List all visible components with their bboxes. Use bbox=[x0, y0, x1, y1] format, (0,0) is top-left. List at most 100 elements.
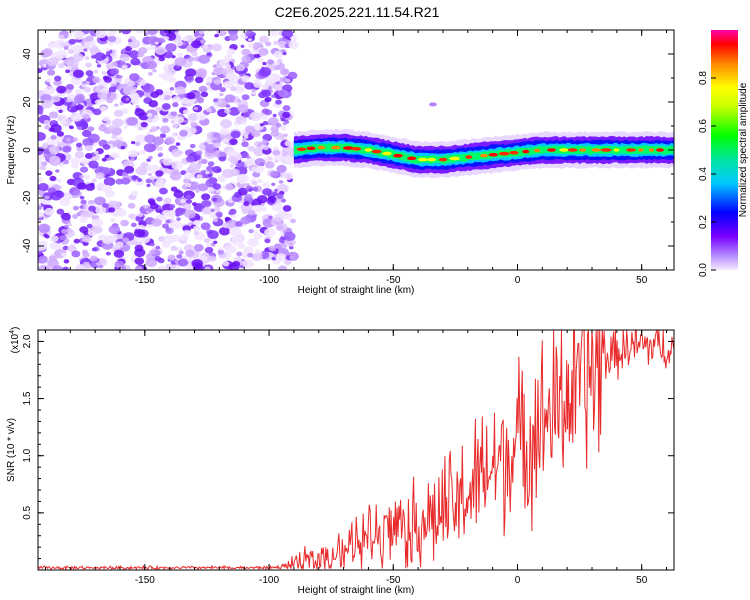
noise-blob bbox=[68, 38, 77, 45]
noise-blob bbox=[121, 177, 131, 185]
noise-blob bbox=[241, 120, 247, 125]
noise-blob bbox=[207, 161, 215, 167]
noise-blob bbox=[80, 158, 90, 166]
noise-blob bbox=[249, 238, 257, 244]
ridge-hotspot bbox=[371, 149, 382, 154]
noise-blob bbox=[173, 190, 184, 199]
x-tick-label: -150 bbox=[135, 275, 155, 286]
noise-blob bbox=[100, 123, 105, 128]
noise-blob bbox=[38, 146, 44, 156]
noise-blob bbox=[224, 216, 231, 222]
noise-blob bbox=[283, 155, 296, 165]
noise-blob bbox=[148, 200, 156, 206]
noise-blob bbox=[266, 59, 275, 65]
noise-blob bbox=[278, 180, 284, 184]
noise-blob bbox=[97, 91, 108, 100]
noise-blob bbox=[158, 73, 164, 78]
noise-blob bbox=[81, 80, 87, 85]
noise-blob bbox=[79, 216, 88, 224]
noise-blob bbox=[283, 133, 288, 138]
noise-blob bbox=[217, 175, 226, 182]
noise-blob bbox=[46, 57, 59, 67]
noise-blob bbox=[231, 236, 244, 246]
noise-blob bbox=[135, 265, 143, 270]
noise-blob bbox=[174, 116, 185, 124]
noise-blob bbox=[185, 182, 192, 188]
x-tick-label: 0 bbox=[515, 275, 521, 286]
noise-blob bbox=[284, 259, 292, 266]
noise-blob bbox=[44, 125, 51, 130]
noise-blob bbox=[262, 188, 272, 196]
noise-blob bbox=[87, 126, 95, 132]
noise-blob bbox=[48, 111, 59, 119]
noise-blob bbox=[253, 80, 263, 88]
noise-blob bbox=[281, 68, 289, 74]
noise-blob bbox=[261, 139, 269, 145]
noise-blob bbox=[259, 123, 264, 127]
noise-blob bbox=[157, 37, 166, 44]
noise-blob bbox=[140, 161, 149, 168]
noise-blob bbox=[238, 66, 243, 70]
noise-blob bbox=[139, 149, 146, 155]
noise-blob bbox=[182, 225, 192, 232]
noise-blob bbox=[200, 39, 206, 44]
noise-blob bbox=[222, 261, 230, 267]
noise-blob bbox=[135, 215, 144, 222]
noise-blob bbox=[264, 161, 275, 169]
noise-blob bbox=[231, 213, 237, 218]
noise-blob bbox=[129, 73, 140, 82]
noise-blob bbox=[184, 75, 194, 83]
noise-blob bbox=[183, 244, 194, 252]
ridge-hotspot bbox=[648, 148, 655, 152]
y-tick-label: 1.0 bbox=[22, 448, 33, 462]
noise-blob bbox=[123, 125, 128, 130]
noise-blob bbox=[145, 257, 158, 268]
noise-blob bbox=[188, 162, 201, 172]
noise-blob bbox=[63, 159, 69, 165]
noise-blob bbox=[83, 48, 88, 52]
noise-blob bbox=[180, 97, 190, 105]
noise-blob bbox=[38, 190, 44, 196]
ridge-hotspot bbox=[426, 157, 437, 162]
x-tick-label: -100 bbox=[259, 575, 279, 586]
noise-blob bbox=[94, 99, 102, 105]
noise-blob bbox=[158, 56, 166, 62]
noise-blob bbox=[197, 183, 208, 192]
noise-blob bbox=[213, 142, 221, 149]
noise-blob bbox=[278, 89, 289, 98]
noise-blob bbox=[280, 125, 287, 131]
noise-blob bbox=[84, 153, 93, 159]
noise-blob bbox=[153, 115, 160, 120]
noise-blob bbox=[49, 175, 57, 182]
noise-blob bbox=[207, 173, 212, 177]
noise-blob bbox=[247, 157, 256, 164]
noise-blob bbox=[190, 122, 198, 128]
noise-blob bbox=[42, 142, 49, 148]
noise-blob bbox=[177, 258, 189, 267]
noise-blob bbox=[251, 180, 258, 186]
noise-blob bbox=[99, 106, 108, 112]
noise-blob bbox=[102, 116, 110, 122]
noise-blob bbox=[94, 52, 106, 61]
noise-blob bbox=[191, 51, 198, 57]
noise-blob bbox=[160, 125, 171, 134]
noise-blob bbox=[38, 223, 51, 233]
noise-blob bbox=[186, 230, 191, 234]
noise-blob bbox=[193, 230, 199, 235]
noise-blob bbox=[85, 62, 92, 68]
noise-blob bbox=[112, 139, 123, 148]
noise-blob bbox=[75, 142, 83, 148]
noise-blob bbox=[67, 245, 77, 253]
noise-blob bbox=[229, 209, 237, 215]
noise-blob bbox=[186, 92, 196, 100]
noise-blob bbox=[105, 47, 111, 52]
noise-blob bbox=[185, 199, 193, 204]
noise-blob bbox=[66, 210, 72, 214]
noise-blob bbox=[230, 130, 241, 139]
noise-blob bbox=[122, 64, 128, 69]
noise-blob bbox=[183, 119, 188, 124]
top-y-ticks: -40 -20 0 20 40 bbox=[22, 29, 674, 271]
noise-blob bbox=[113, 109, 124, 118]
top-y-axis-label: Frequency (Hz) bbox=[6, 116, 17, 185]
